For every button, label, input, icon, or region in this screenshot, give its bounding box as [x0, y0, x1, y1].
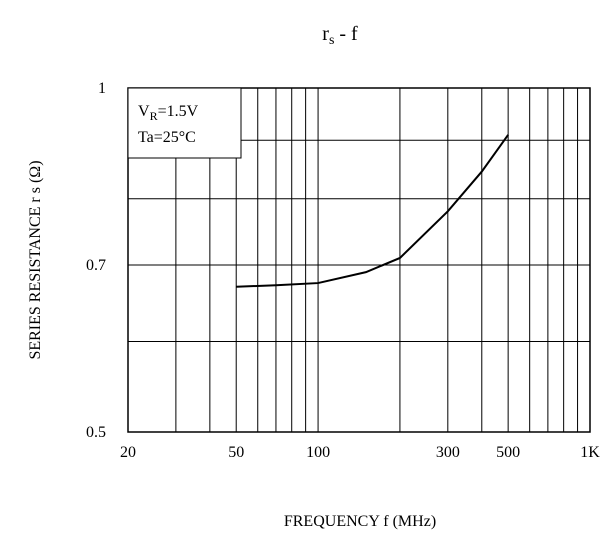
x-tick-label: 500	[496, 444, 520, 461]
y-tick-label: 0.7	[86, 257, 106, 274]
title-sub: s	[329, 33, 334, 48]
title-rest: - f	[334, 23, 358, 45]
x-tick-label: 20	[120, 444, 136, 461]
title-main: r	[322, 23, 329, 45]
plot-frame	[127, 87, 591, 433]
x-tick-label: 50	[228, 444, 244, 461]
legend-box	[127, 87, 242, 159]
x-tick-label: 300	[436, 444, 460, 461]
data-line	[236, 134, 509, 288]
legend-sub: R	[150, 109, 158, 123]
legend-main: V	[138, 103, 150, 120]
x-axis-label: FREQUENCY f (MHz)	[284, 513, 436, 530]
y-tick-label: 0.5	[86, 424, 106, 441]
legend-rest: =1.5V	[158, 103, 199, 120]
y-axis-label: SERIES RESISTANCE r s (Ω)	[27, 160, 44, 359]
chart-title: rs - f	[322, 23, 358, 48]
x-tick-label: 100	[306, 444, 330, 461]
legend-text: VR=1.5V	[138, 103, 199, 123]
y-tick-label: 1	[98, 80, 106, 97]
x-tick-label: 1K	[580, 444, 600, 461]
legend-text: Ta=25°C	[138, 129, 196, 146]
